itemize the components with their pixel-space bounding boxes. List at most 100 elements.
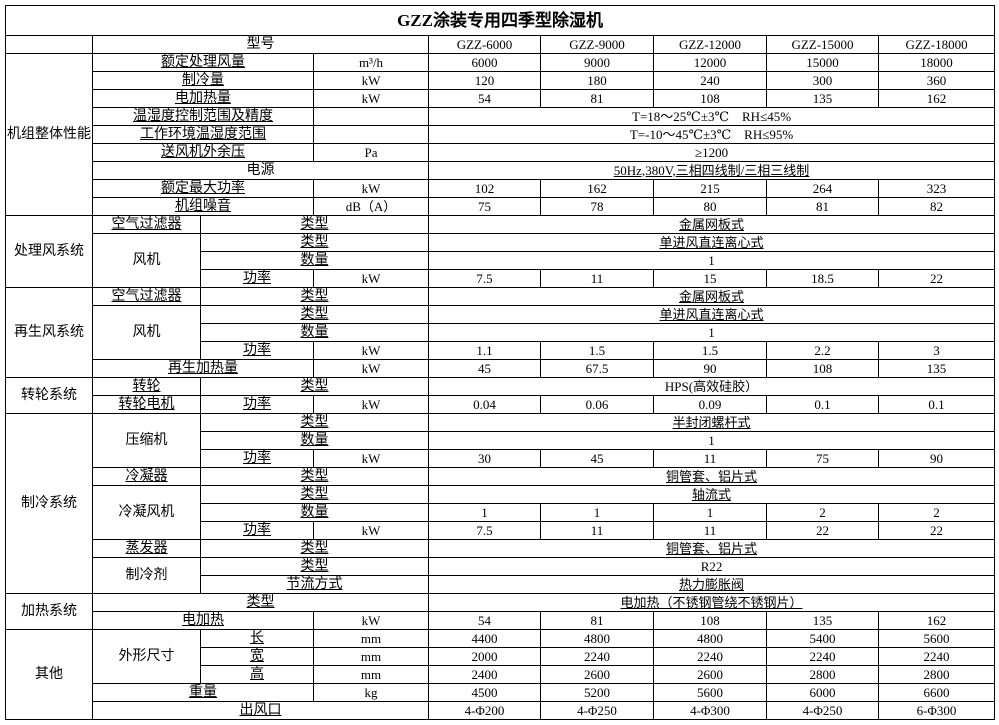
unit-cell (313, 125, 429, 144)
value-cell: 5600 (877, 629, 996, 648)
value-cell: 11 (653, 521, 767, 540)
value-cell: 2000 (428, 647, 541, 666)
row-label: 电加热 (92, 611, 314, 630)
value-cell: 162 (877, 89, 996, 108)
shared-value: 铜管套、铝片式 (427, 539, 996, 558)
shared-value: 铜管套、铝片式 (427, 467, 996, 486)
value-cell: 54 (428, 89, 541, 108)
row-label: 制冷量 (92, 71, 314, 90)
value-cell: 30 (428, 449, 541, 468)
shared-value: 半封闭螺杆式 (427, 413, 996, 432)
value-cell: 162 (877, 611, 996, 630)
row-label: 出风口 (92, 701, 429, 720)
value-cell: 120 (428, 71, 541, 90)
unit-cell: mm (313, 629, 429, 648)
group-process-air: 处理风系统 (5, 215, 93, 288)
value-cell: 2600 (653, 665, 767, 684)
value-cell: 6000 (766, 683, 879, 702)
value-cell: 2240 (540, 647, 654, 666)
value-cell: 4-Φ300 (653, 701, 767, 720)
sub-label: 类型 (200, 287, 429, 306)
sub-label: 数量 (200, 251, 429, 270)
unit-cell: kW (313, 179, 429, 198)
value-cell: 75 (766, 449, 879, 468)
value-cell: 1.1 (428, 341, 541, 360)
sub-label: 类型 (200, 215, 429, 234)
value-cell: 0.1 (766, 395, 879, 414)
value-cell: 1.5 (540, 341, 654, 360)
sub-label: 数量 (200, 323, 429, 342)
sub-label: 数量 (200, 503, 429, 522)
value-cell: 15 (653, 269, 767, 288)
sub-label: 类型 (200, 413, 429, 432)
value-cell: 1 (653, 503, 767, 522)
value-cell: 7.5 (428, 269, 541, 288)
value-cell: 2240 (653, 647, 767, 666)
row-label: 电加热量 (92, 89, 314, 108)
sub-label: 类型 (200, 539, 429, 558)
model-label: 型号 (92, 35, 429, 54)
group-other: 其他 (5, 629, 93, 720)
group-regen-air: 再生风系统 (5, 287, 93, 378)
shared-value: 轴流式 (427, 485, 996, 504)
row-label: 额定最大功率 (92, 179, 314, 198)
value-cell: 1.5 (653, 341, 767, 360)
row-label: 机组噪音 (92, 197, 314, 216)
unit-cell: Pa (313, 143, 429, 162)
value-cell: 80 (653, 197, 767, 216)
value-cell: 180 (540, 71, 654, 90)
value-cell: 3 (877, 341, 996, 360)
table-title: GZZ涂装专用四季型除湿机 (4, 5, 996, 36)
shared-value: 1 (427, 431, 996, 450)
value-cell: 82 (877, 197, 996, 216)
sub-label: 节流方式 (200, 575, 429, 594)
unit-cell (313, 107, 429, 126)
value-cell: GZZ-18000 (877, 35, 996, 54)
unit-cell: mm (313, 665, 429, 684)
value-cell: 300 (766, 71, 879, 90)
row-label: 冷凝器 (92, 467, 201, 486)
row-label: 电源 (92, 161, 429, 180)
row-label: 风机 (92, 305, 201, 360)
row-label: 蒸发器 (92, 539, 201, 558)
group-wheel: 转轮系统 (5, 377, 93, 414)
row-label: 转轮电机 (92, 395, 201, 414)
value-cell: 18000 (877, 53, 996, 72)
value-cell: GZZ-12000 (653, 35, 767, 54)
shared-value: 50Hz,380V,三相四线制/三相三线制 (427, 161, 996, 180)
value-cell: 4500 (428, 683, 541, 702)
shared-value: R22 (427, 557, 996, 576)
row-label: 外形尺寸 (92, 629, 201, 684)
shared-value: 热力膨胀阀 (427, 575, 996, 594)
sub-label: 功率 (200, 449, 314, 468)
value-cell: 45 (428, 359, 541, 378)
row-label: 空气过滤器 (92, 287, 201, 306)
value-cell: 0.09 (653, 395, 767, 414)
value-cell: GZZ-9000 (540, 35, 654, 54)
value-cell: 323 (877, 179, 996, 198)
row-label: 转轮 (92, 377, 201, 396)
value-cell: 240 (653, 71, 767, 90)
value-cell: 135 (766, 611, 879, 630)
unit-cell: kW (313, 395, 429, 414)
sub-label: 功率 (200, 521, 314, 540)
shared-value: 金属网板式 (427, 215, 996, 234)
value-cell: 135 (766, 89, 879, 108)
value-cell: 81 (766, 197, 879, 216)
sub-label: 功率 (200, 269, 314, 288)
shared-value: 单进风直连离心式 (427, 305, 996, 324)
value-cell: 2 (877, 503, 996, 522)
value-cell: 1 (428, 503, 541, 522)
value-cell: 5600 (653, 683, 767, 702)
value-cell: 5400 (766, 629, 879, 648)
value-cell: 162 (540, 179, 654, 198)
value-cell: 22 (766, 521, 879, 540)
value-cell: 2240 (877, 647, 996, 666)
value-cell: 11 (653, 449, 767, 468)
empty-cell (5, 35, 93, 54)
row-label: 温湿度控制范围及精度 (92, 107, 314, 126)
sub-label: 高 (200, 665, 314, 684)
sub-label: 功率 (200, 395, 314, 414)
value-cell: 135 (877, 359, 996, 378)
value-cell: 264 (766, 179, 879, 198)
